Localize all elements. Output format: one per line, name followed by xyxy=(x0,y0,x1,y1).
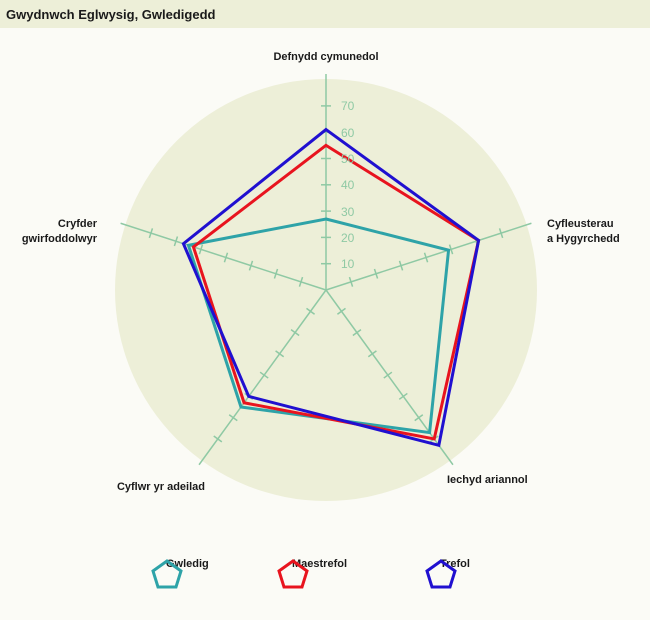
series-trefol[interactable] xyxy=(181,127,481,448)
axis-spoke xyxy=(325,222,532,291)
legend-item-maestrefol[interactable]: Maestrefol xyxy=(276,558,348,589)
tick-label-30: 30 xyxy=(341,205,355,219)
radar-chart: Defnydd cymunedol Cyfleusterau a Hygyrch… xyxy=(0,28,650,620)
axis-tick xyxy=(498,228,504,239)
axis-label-cyfleusterau-1: Cyfleusterau xyxy=(547,218,614,230)
axis-tick xyxy=(373,268,379,279)
axis-tick xyxy=(348,276,354,287)
radar-plot: Defnydd cymunedol Cyfleusterau a Hygyrch… xyxy=(22,51,620,501)
axis-tick xyxy=(398,260,404,271)
chart-legend: Gwledig Maestrefol Trefol xyxy=(0,558,650,598)
axis-tick xyxy=(298,276,304,287)
axis-label-iechyd: Iechyd ariannol xyxy=(447,474,528,486)
axis-tick xyxy=(173,236,179,247)
tick-label-20: 20 xyxy=(341,231,355,245)
axis-tick xyxy=(273,268,279,279)
tick-label-10: 10 xyxy=(341,257,355,271)
radar-series xyxy=(181,127,481,448)
axis-tick xyxy=(448,244,454,255)
tick-label-50: 50 xyxy=(341,152,355,166)
axis-tick xyxy=(336,307,346,315)
axis-spoke xyxy=(120,222,327,291)
chart-header: Gwydnwch Eglwysig, Gwledigedd xyxy=(0,0,650,28)
axis-label-cyflwr: Cyflwr yr adeilad xyxy=(117,481,205,493)
axis-tick xyxy=(259,371,269,379)
axis-tick xyxy=(414,414,424,422)
axis-label-cryfder-2: gwirfoddolwyr xyxy=(22,233,98,245)
axis-label-cryfder-1: Cryfder xyxy=(58,218,98,230)
axis-label-cyfleusterau-2: a Hygyrchedd xyxy=(547,233,620,245)
axis-tick xyxy=(275,350,285,358)
axis-tick xyxy=(367,350,377,358)
axis-tick xyxy=(248,260,254,271)
axis-spoke xyxy=(325,289,454,466)
axis-spoke xyxy=(198,289,327,466)
tick-label-70: 70 xyxy=(341,99,355,113)
radar-axes xyxy=(120,74,532,466)
legend-item-trefol[interactable]: Trefol xyxy=(424,558,470,589)
legend-label: Maestrefol xyxy=(292,558,348,570)
radial-tick-labels: 10 20 30 40 50 60 70 xyxy=(341,99,355,271)
axis-tick xyxy=(352,329,362,337)
pentagon-icon xyxy=(277,559,309,589)
axis-tick xyxy=(423,252,429,263)
axis-tick xyxy=(148,228,154,239)
axis-tick xyxy=(290,329,300,337)
legend-item-gwledig[interactable]: Gwledig xyxy=(150,558,209,589)
axis-tick xyxy=(198,244,204,255)
axis-tick xyxy=(306,307,316,315)
chart-title: Gwydnwch Eglwysig, Gwledigedd xyxy=(6,6,216,22)
axis-label-defnydd: Defnydd cymunedol xyxy=(273,51,378,63)
pentagon-icon xyxy=(151,559,183,589)
axis-tick xyxy=(228,414,238,422)
axis-tick xyxy=(398,392,408,400)
pentagon-icon xyxy=(425,559,457,589)
tick-label-60: 60 xyxy=(341,126,355,140)
tick-label-40: 40 xyxy=(341,178,355,192)
axis-tick xyxy=(383,371,393,379)
axis-tick xyxy=(213,435,223,443)
axis-tick xyxy=(223,252,229,263)
